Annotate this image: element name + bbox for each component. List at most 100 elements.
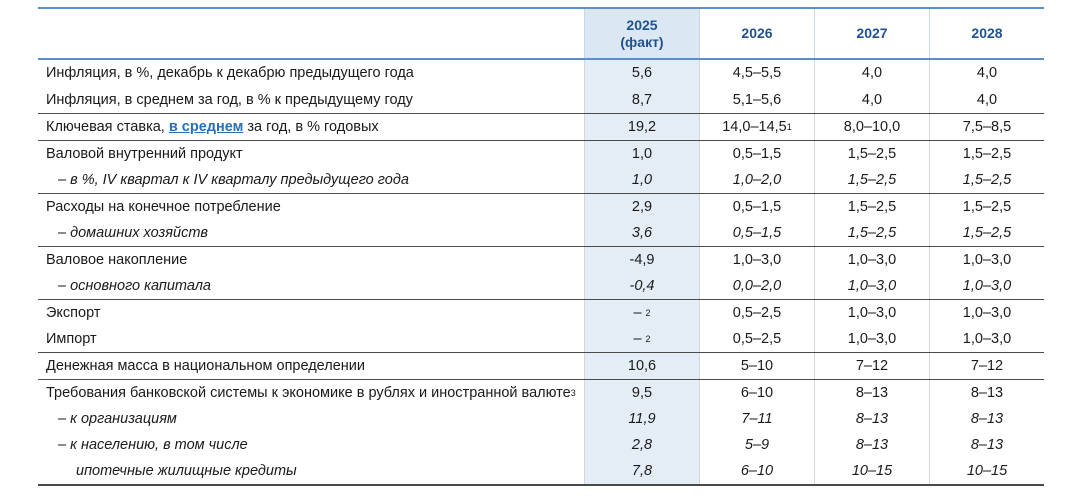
header-year-2025-label: 2025 bbox=[626, 16, 658, 33]
row-label: Ключевая ставка, в среднем за год, в % г… bbox=[38, 114, 584, 140]
table-row: – к населению, в том числе 2,8 5–9 8–13 … bbox=[38, 432, 1044, 458]
table-row: Инфляция, в %, декабрь к декабрю предыду… bbox=[38, 60, 1044, 87]
cell-2027: 1,5–2,5 bbox=[814, 220, 929, 246]
cell-2028: 10–15 bbox=[929, 458, 1044, 484]
cell-2028: 8–13 bbox=[929, 432, 1044, 458]
row-label: Валовой внутренний продукт bbox=[46, 146, 243, 162]
header-blank-cell bbox=[38, 9, 584, 58]
cell-2025: 19,2 bbox=[584, 114, 699, 140]
row-label: – в %, IV квартал к IV кварталу предыдущ… bbox=[58, 172, 409, 188]
cell-2028: 1,0–3,0 bbox=[929, 273, 1044, 299]
cell-2026: 1,0–3,0 bbox=[699, 247, 814, 273]
cell-2025: -0,4 bbox=[584, 273, 699, 299]
cell-2026: 0,5–2,5 bbox=[699, 326, 814, 352]
header-year-2026: 2026 bbox=[699, 9, 814, 58]
row-label: Экспорт bbox=[46, 305, 101, 321]
cell-2026: 0,0–2,0 bbox=[699, 273, 814, 299]
cell-2028: 4,0 bbox=[929, 86, 1044, 113]
table-row: Денежная масса в национальном определени… bbox=[38, 353, 1044, 379]
row-label-post: за год, в % годовых bbox=[247, 119, 379, 135]
cell-2025: – 2 bbox=[584, 326, 699, 352]
cell-2027: 8–13 bbox=[814, 380, 929, 406]
cell-2027: 8–13 bbox=[814, 432, 929, 458]
table-row: – к организациям 11,9 7–11 8–13 8–13 bbox=[38, 406, 1044, 432]
cell-2026: 14,0–14,5 1 bbox=[699, 114, 814, 140]
cell-2025: 8,7 bbox=[584, 86, 699, 113]
row-label: Инфляция, в %, декабрь к декабрю предыду… bbox=[46, 65, 414, 82]
row-label: – домашних хозяйств bbox=[58, 225, 208, 241]
cell-2026: 5–10 bbox=[699, 353, 814, 379]
cell-2025: 2,9 bbox=[584, 194, 699, 220]
cell-2026: 7–11 bbox=[699, 406, 814, 432]
row-label: – к организациям bbox=[58, 411, 177, 427]
cell-2026: 0,5–1,5 bbox=[699, 194, 814, 220]
cell-2026: 0,5–1,5 bbox=[699, 220, 814, 246]
table-row: ипотечные жилищные кредиты 7,8 6–10 10–1… bbox=[38, 458, 1044, 484]
cell-2026: 4,5–5,5 bbox=[699, 60, 814, 87]
cell-2028: 1,0–3,0 bbox=[929, 300, 1044, 326]
table-row: Экспорт – 2 0,5–2,5 1,0–3,0 1,0–3,0 bbox=[38, 300, 1044, 326]
cell-2027: 1,0–3,0 bbox=[814, 247, 929, 273]
cell-2025: 2,8 bbox=[584, 432, 699, 458]
cell-2025: 5,6 bbox=[584, 60, 699, 87]
cell-2025: 10,6 bbox=[584, 353, 699, 379]
cell-2026: 6–10 bbox=[699, 380, 814, 406]
header-year-2027: 2027 bbox=[814, 9, 929, 58]
cell-2026: 0,5–1,5 bbox=[699, 141, 814, 167]
cell-2028: 8–13 bbox=[929, 380, 1044, 406]
forecast-table: 2025 (факт) 2026 2027 2028 Инфляция, в %… bbox=[38, 7, 1044, 486]
header-year-2025: 2025 (факт) bbox=[584, 9, 699, 58]
cell-2027: 4,0 bbox=[814, 60, 929, 87]
cell-2028: 4,0 bbox=[929, 60, 1044, 87]
cell-2028: 8–13 bbox=[929, 406, 1044, 432]
cell-2025: 7,8 bbox=[584, 458, 699, 484]
group-consumption: Расходы на конечное потребление 2,9 0,5–… bbox=[38, 194, 1044, 247]
row-label: ипотечные жилищные кредиты bbox=[76, 463, 297, 479]
cell-2028: 1,5–2,5 bbox=[929, 167, 1044, 193]
header-year-2028: 2028 bbox=[929, 9, 1044, 58]
table-row: – в %, IV квартал к IV кварталу предыдущ… bbox=[38, 167, 1044, 193]
cell-2025-value: – bbox=[633, 305, 642, 321]
row-label: Требования банковской системы к экономик… bbox=[46, 385, 576, 401]
group-bank-claims: Требования банковской системы к экономик… bbox=[38, 380, 1044, 486]
table-row: – основного капитала -0,4 0,0–2,0 1,0–3,… bbox=[38, 273, 1044, 299]
cell-2025: 1,0 bbox=[584, 167, 699, 193]
table-row: Валовой внутренний продукт 1,0 0,5–1,5 1… bbox=[38, 141, 1044, 167]
cell-2025: 3,6 bbox=[584, 220, 699, 246]
table-row: Инфляция, в среднем за год, в % к предыд… bbox=[38, 86, 1044, 113]
average-link[interactable]: в среднем bbox=[168, 119, 244, 135]
group-trade: Экспорт – 2 0,5–2,5 1,0–3,0 1,0–3,0 Импо… bbox=[38, 300, 1044, 353]
cell-2026: 1,0–2,0 bbox=[699, 167, 814, 193]
cell-2028: 7,5–8,5 bbox=[929, 114, 1044, 140]
cell-2027: 1,0–3,0 bbox=[814, 300, 929, 326]
cell-2027: 1,0–3,0 bbox=[814, 273, 929, 299]
cell-2025: 9,5 bbox=[584, 380, 699, 406]
table-row: Валовое накопление -4,9 1,0–3,0 1,0–3,0 … bbox=[38, 247, 1044, 273]
cell-2025: 11,9 bbox=[584, 406, 699, 432]
row-label: Импорт bbox=[46, 331, 97, 347]
cell-2028: 1,0–3,0 bbox=[929, 326, 1044, 352]
header-year-2025-fact: (факт) bbox=[620, 33, 664, 50]
group-key-rate: Ключевая ставка, в среднем за год, в % г… bbox=[38, 114, 1044, 141]
cell-2026: 0,5–2,5 bbox=[699, 300, 814, 326]
table-row: – домашних хозяйств 3,6 0,5–1,5 1,5–2,5 … bbox=[38, 220, 1044, 246]
cell-2026: 5,1–5,6 bbox=[699, 86, 814, 113]
row-label: Инфляция, в среднем за год, в % к предыд… bbox=[46, 91, 413, 108]
row-label: – к населению, в том числе bbox=[58, 437, 248, 453]
group-inflation: Инфляция, в %, декабрь к декабрю предыду… bbox=[38, 60, 1044, 114]
cell-2027: 1,5–2,5 bbox=[814, 167, 929, 193]
cell-2027: 8–13 bbox=[814, 406, 929, 432]
row-label-pre: Ключевая ставка, bbox=[46, 119, 165, 135]
group-gdp: Валовой внутренний продукт 1,0 0,5–1,5 1… bbox=[38, 141, 1044, 194]
table-row: Импорт – 2 0,5–2,5 1,0–3,0 1,0–3,0 bbox=[38, 326, 1044, 352]
cell-2027: 8,0–10,0 bbox=[814, 114, 929, 140]
cell-2028: 1,5–2,5 bbox=[929, 141, 1044, 167]
cell-2025-value: – bbox=[633, 331, 642, 347]
row-label: Денежная масса в национальном определени… bbox=[46, 358, 365, 374]
cell-2025: – 2 bbox=[584, 300, 699, 326]
group-accumulation: Валовое накопление -4,9 1,0–3,0 1,0–3,0 … bbox=[38, 247, 1044, 300]
cell-2028: 1,5–2,5 bbox=[929, 220, 1044, 246]
row-label: – основного капитала bbox=[58, 278, 211, 294]
cell-2025: -4,9 bbox=[584, 247, 699, 273]
group-money-supply: Денежная масса в национальном определени… bbox=[38, 353, 1044, 380]
